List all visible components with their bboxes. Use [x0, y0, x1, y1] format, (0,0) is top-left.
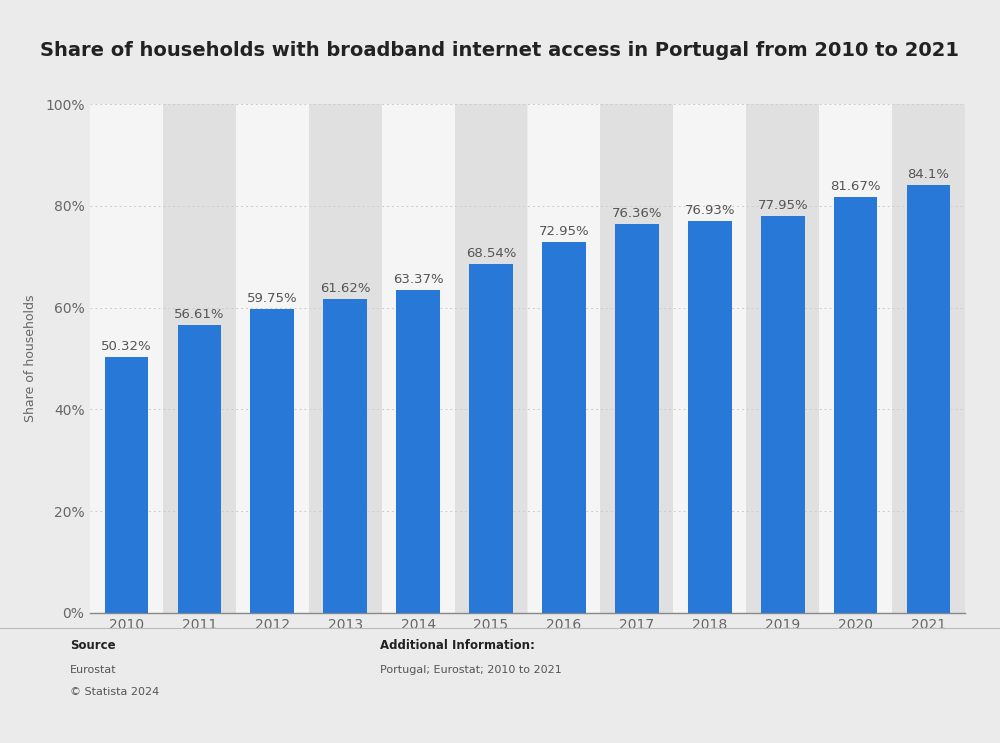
Bar: [163, 104, 236, 613]
Text: 63.37%: 63.37%: [393, 273, 443, 286]
Bar: [615, 224, 659, 613]
Text: Share of households with broadband internet access in Portugal from 2010 to 2021: Share of households with broadband inter…: [40, 41, 960, 60]
Text: 76.36%: 76.36%: [612, 207, 662, 220]
Text: 56.61%: 56.61%: [174, 308, 225, 321]
Text: Eurostat: Eurostat: [70, 665, 117, 675]
Bar: [396, 291, 440, 613]
Bar: [469, 265, 513, 613]
Text: Additional Information:: Additional Information:: [380, 639, 535, 652]
Text: 61.62%: 61.62%: [320, 282, 370, 295]
Bar: [907, 185, 950, 613]
Bar: [309, 104, 382, 613]
Bar: [834, 198, 878, 613]
Bar: [455, 104, 527, 613]
Bar: [746, 104, 819, 613]
Bar: [528, 104, 600, 613]
Text: Source: Source: [70, 639, 116, 652]
Text: 72.95%: 72.95%: [539, 224, 589, 238]
Text: 81.67%: 81.67%: [830, 181, 881, 193]
Bar: [673, 104, 746, 613]
Text: 68.54%: 68.54%: [466, 247, 516, 260]
Text: 50.32%: 50.32%: [101, 340, 152, 353]
Bar: [250, 309, 294, 613]
Y-axis label: Share of households: Share of households: [24, 295, 37, 422]
Text: 77.95%: 77.95%: [757, 199, 808, 212]
Bar: [600, 104, 673, 613]
Bar: [382, 104, 455, 613]
Bar: [542, 241, 586, 613]
Text: 59.75%: 59.75%: [247, 292, 298, 305]
Bar: [819, 104, 892, 613]
Bar: [105, 357, 148, 613]
Bar: [90, 104, 163, 613]
Text: Portugal; Eurostat; 2010 to 2021: Portugal; Eurostat; 2010 to 2021: [380, 665, 562, 675]
Bar: [323, 299, 367, 613]
Bar: [761, 216, 805, 613]
Bar: [236, 104, 309, 613]
Bar: [892, 104, 965, 613]
Text: 84.1%: 84.1%: [908, 168, 950, 181]
Bar: [688, 221, 732, 613]
Bar: [178, 325, 221, 613]
Text: 76.93%: 76.93%: [685, 204, 735, 218]
Text: © Statista 2024: © Statista 2024: [70, 687, 159, 697]
